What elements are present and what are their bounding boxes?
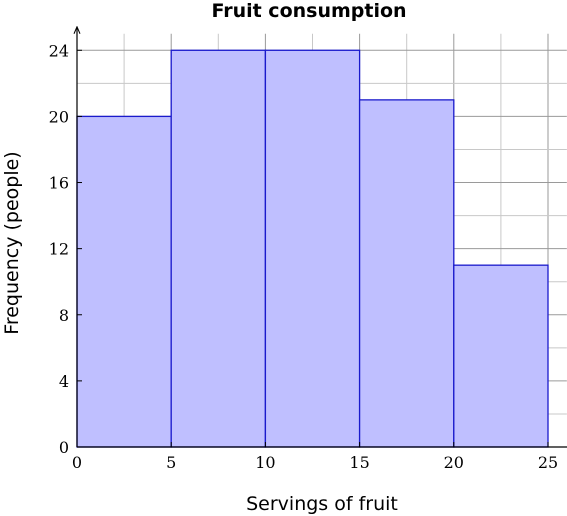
histogram-bar (264, 49, 361, 448)
y-tick-label: 0 (59, 438, 69, 457)
histogram-bar (358, 99, 455, 448)
y-tick-label: 4 (59, 372, 69, 391)
histogram-bar (170, 49, 267, 448)
x-tick-label: 15 (349, 453, 369, 472)
x-tick-label: 10 (255, 453, 275, 472)
histogram-bar (76, 115, 172, 448)
x-tick-label: 25 (538, 453, 558, 472)
chart-title: Fruit consumption (211, 0, 406, 22)
histogram-bar (453, 264, 549, 448)
y-tick-label: 16 (49, 174, 69, 193)
x-tick-label: 5 (166, 453, 176, 472)
x-tick-label: 20 (444, 453, 464, 472)
x-tick-label: 0 (72, 453, 82, 472)
axes (77, 28, 567, 448)
y-tick-label: 20 (49, 107, 69, 126)
y-tick-label: 24 (49, 41, 69, 60)
tick-labels: 0 5 10 15 20 25 0 4 8 12 16 20 24 (49, 41, 559, 472)
y-tick-label: 8 (59, 306, 69, 325)
y-tick-label: 12 (49, 240, 69, 259)
y-axis-label: Frequency (people) (1, 151, 23, 334)
x-axis-label: Servings of fruit (246, 493, 398, 515)
bars (76, 49, 549, 448)
